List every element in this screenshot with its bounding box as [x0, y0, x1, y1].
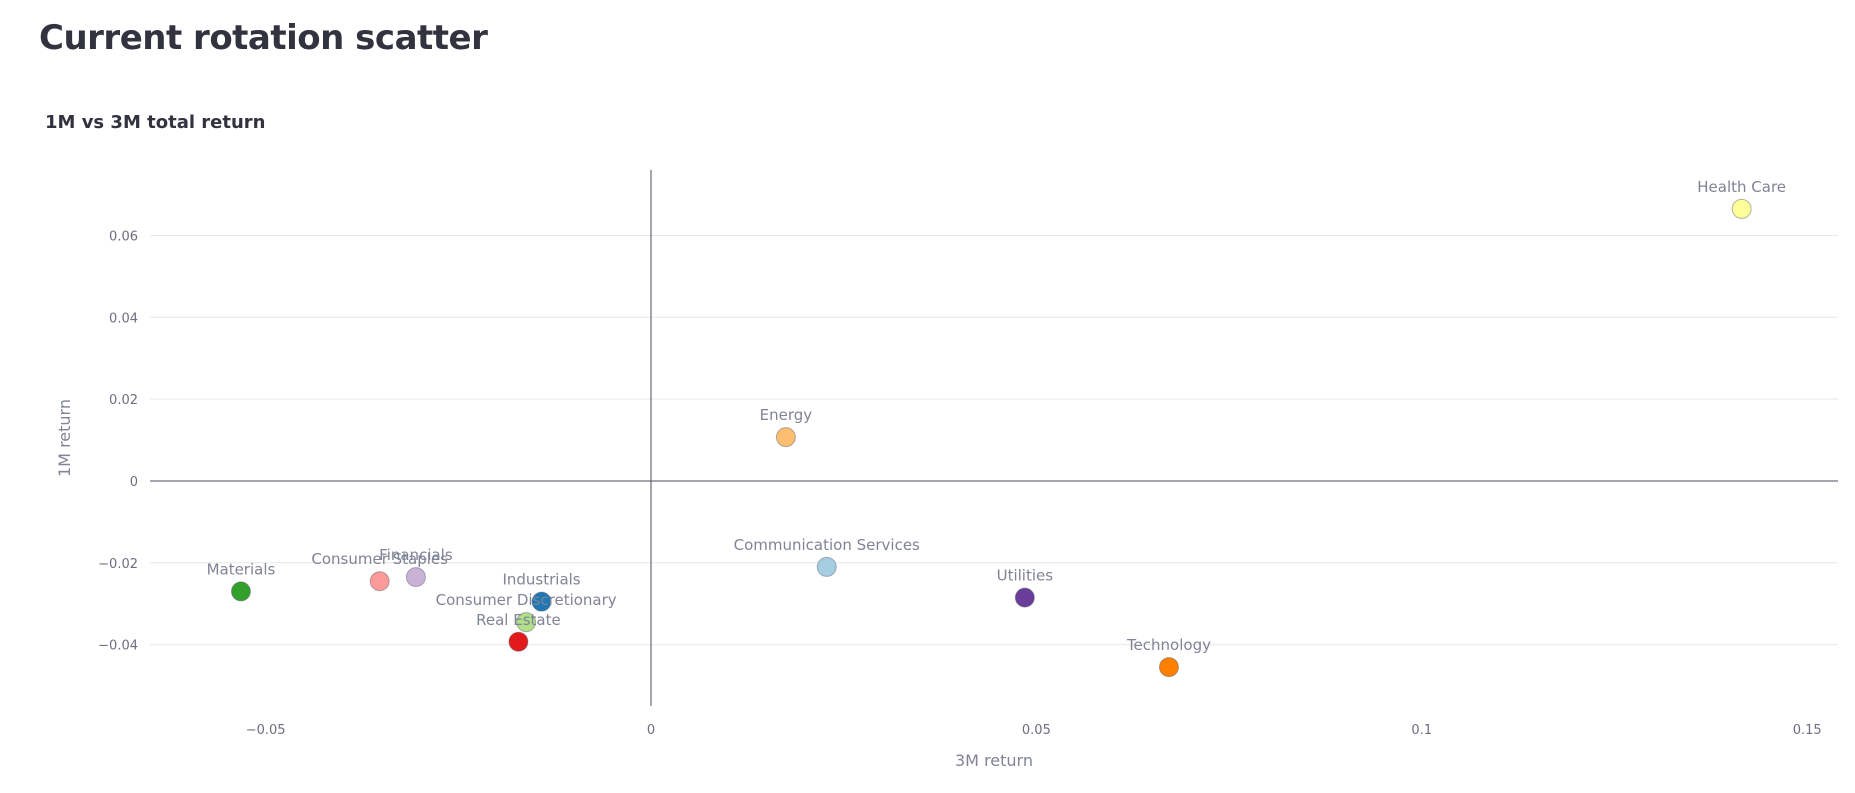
- x-tick-label: 0: [647, 723, 655, 738]
- point-label-technology: Technology: [1126, 636, 1211, 654]
- y-tick-label: −0.02: [98, 557, 138, 572]
- chart-title: 1M vs 3M total return: [45, 112, 265, 133]
- point-consumer-discretionary[interactable]: [516, 612, 537, 633]
- x-tick-labels: −0.05 0 0.05 0.1 0.15: [246, 723, 1822, 738]
- x-axis-title: 3M return: [955, 751, 1033, 770]
- point-real-estate[interactable]: [508, 631, 529, 652]
- x-tick-label: 0.15: [1793, 723, 1822, 738]
- point-label-energy: Energy: [760, 406, 813, 424]
- y-axis-title: 1M return: [55, 399, 74, 477]
- point-label-health-care: Health Care: [1697, 178, 1786, 196]
- y-tick-label: 0: [130, 475, 138, 490]
- point-health-care[interactable]: [1731, 198, 1752, 219]
- y-tick-labels: −0.04 −0.02 0 0.02 0.04 0.06: [98, 229, 138, 653]
- x-tick-label: 0.1: [1411, 723, 1432, 738]
- y-tick-label: 0.04: [109, 311, 138, 326]
- point-communication-services[interactable]: [816, 556, 837, 577]
- data-points: [230, 198, 1752, 678]
- point-technology[interactable]: [1158, 657, 1179, 678]
- point-materials[interactable]: [230, 581, 251, 602]
- point-label-consumer-discretionary: Consumer Discretionary: [436, 591, 617, 609]
- chart-svg: 1M vs 3M total return −0.04 −0.02 0 0.02 0.0…: [45, 112, 1838, 770]
- point-energy[interactable]: [775, 427, 796, 448]
- zero-lines: [150, 170, 1838, 706]
- x-tick-label: −0.05: [246, 723, 286, 738]
- point-label-communication-services: Communication Services: [734, 536, 920, 554]
- y-tick-label: −0.04: [98, 639, 138, 654]
- y-tick-label: 0.02: [109, 393, 138, 408]
- point-industrials[interactable]: [531, 591, 552, 612]
- point-label-utilities: Utilities: [997, 567, 1054, 585]
- rotation-scatter-chart[interactable]: 1M vs 3M total return −0.04 −0.02 0 0.02 0.0…: [0, 96, 1855, 793]
- y-tick-label: 0.06: [109, 229, 138, 244]
- point-labels: Health Care Energy Communication Services U…: [207, 178, 1786, 654]
- page-title: Current rotation scatter: [39, 18, 488, 58]
- gridlines: [150, 234, 1838, 646]
- point-label-real-estate: Real Estate: [476, 611, 561, 629]
- x-tick-label: 0.05: [1022, 723, 1051, 738]
- point-label-consumer-staples: Consumer Staples: [311, 550, 448, 568]
- point-financials[interactable]: [405, 567, 426, 588]
- point-label-materials: Materials: [207, 560, 276, 578]
- point-label-industrials: Industrials: [502, 571, 580, 589]
- point-label-financials: Financials: [379, 546, 453, 564]
- point-consumer-staples[interactable]: [369, 571, 390, 592]
- point-utilities[interactable]: [1014, 587, 1035, 608]
